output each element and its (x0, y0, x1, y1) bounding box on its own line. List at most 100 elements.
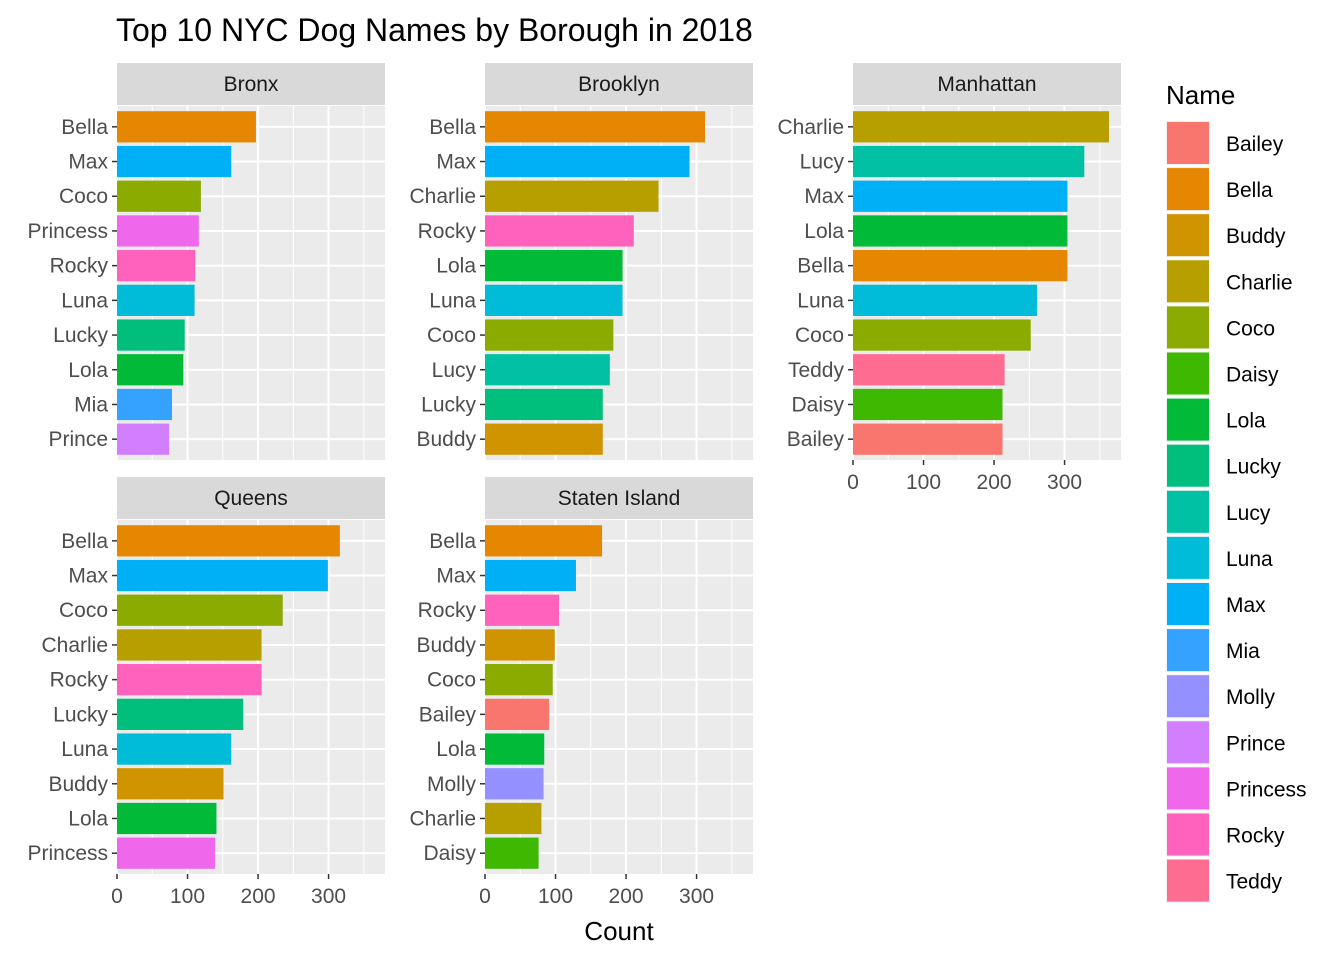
y-tick-label: Buddy (48, 773, 108, 796)
bar-bronx-bella (117, 111, 256, 143)
bar-brooklyn-luna (485, 284, 623, 316)
x-tick-label: 200 (977, 471, 1012, 494)
y-tick-label: Coco (59, 185, 108, 208)
y-tick-label: Rocky (418, 220, 477, 243)
legend-key-swatch (1167, 168, 1209, 211)
bar-brooklyn-lola (485, 250, 623, 282)
bar-bronx-mia (117, 388, 173, 421)
legend-label: Mia (1226, 640, 1260, 663)
y-tick-label: Lucky (53, 324, 108, 347)
facet-panel-queens: Bella Max Coco Charlie Rocky Lucky Luna Buddy Lo… (27, 477, 385, 908)
y-tick-label: Luna (429, 289, 476, 312)
y-tick-label: Charlie (409, 185, 476, 208)
bar-staten-island-rocky (485, 594, 560, 626)
legend: Name Bailey Bella Buddy Charlie Coco Daisy Lol… (1166, 80, 1307, 903)
y-tick-label: Coco (427, 324, 476, 347)
legend-label: Daisy (1226, 364, 1279, 387)
y-tick-label: Rocky (50, 669, 109, 692)
y-tick-label: Max (68, 565, 108, 588)
bar-staten-island-bella (485, 525, 603, 557)
x-tick-label: 0 (479, 885, 491, 908)
y-tick-label: Bella (797, 255, 844, 278)
strip-background (117, 477, 385, 519)
x-tick-label: 0 (111, 885, 123, 908)
legend-label: Lucky (1226, 456, 1281, 479)
bar-brooklyn-lucy (485, 354, 610, 386)
bar-queens-buddy (117, 768, 224, 800)
legend-item-princess: Princess (1166, 766, 1307, 811)
y-tick-label: Coco (795, 324, 844, 347)
legend-label: Molly (1226, 686, 1276, 709)
legend-label: Lucy (1226, 502, 1271, 525)
y-tick-label: Lucy (800, 151, 845, 174)
y-tick-label: Max (436, 151, 476, 174)
bar-manhattan-lola (853, 215, 1068, 247)
legend-key-swatch (1167, 122, 1209, 164)
facet-panels: Bella Max Coco Princess Rocky Luna Lucky Lola Mi… (27, 63, 1121, 908)
y-tick-label: Bella (429, 530, 476, 553)
y-tick-label: Coco (59, 599, 108, 622)
bar-queens-coco (117, 594, 283, 626)
bar-manhattan-bella (853, 250, 1068, 282)
bar-brooklyn-max (485, 145, 690, 178)
y-tick-label: Charlie (777, 116, 844, 139)
y-tick-label: Bella (61, 530, 108, 553)
legend-key-swatch (1167, 859, 1209, 902)
legend-key-swatch (1167, 629, 1209, 672)
bar-brooklyn-bella (485, 111, 706, 143)
legend-key-swatch (1167, 352, 1209, 395)
facet-panel-brooklyn: Bella Max Charlie Rocky Lola Luna Coco Lucy Luck… (409, 63, 753, 460)
bar-bronx-prince (117, 423, 170, 455)
y-tick-label: Rocky (418, 599, 477, 622)
strip-label: Queens (214, 487, 288, 510)
bar-manhattan-luna (853, 284, 1038, 316)
strip-background (853, 63, 1121, 105)
y-tick-label: Lucky (421, 393, 476, 416)
y-tick-label: Lola (804, 220, 844, 243)
legend-items: Bailey Bella Buddy Charlie Coco Daisy Lola Luck… (1166, 121, 1307, 903)
y-tick-label: Bailey (787, 428, 845, 451)
legend-item-charlie: Charlie (1166, 259, 1293, 304)
y-tick-label: Max (804, 185, 844, 208)
x-tick-label: 300 (311, 885, 346, 908)
y-tick-label: Charlie (41, 634, 108, 657)
y-tick-label: Molly (427, 773, 477, 796)
legend-item-teddy: Teddy (1166, 858, 1283, 903)
strip-label: Staten Island (558, 487, 681, 510)
legend-label: Rocky (1226, 825, 1285, 848)
x-axis-title: Count (584, 916, 654, 946)
legend-item-molly: Molly (1166, 674, 1276, 719)
legend-label: Bella (1226, 179, 1273, 202)
strip-label: Bronx (224, 73, 279, 96)
y-tick-label: Lucy (432, 359, 477, 382)
bar-bronx-lola (117, 354, 184, 386)
legend-label: Teddy (1226, 871, 1283, 894)
legend-label: Luna (1226, 548, 1273, 571)
legend-item-rocky: Rocky (1166, 812, 1285, 857)
y-tick-label: Luna (61, 738, 108, 761)
x-tick-label: 100 (538, 885, 573, 908)
bar-queens-rocky (117, 664, 262, 696)
legend-key-swatch (1167, 214, 1209, 257)
y-tick-label: Buddy (416, 634, 476, 657)
legend-key-swatch (1167, 721, 1209, 764)
bar-staten-island-buddy (485, 629, 555, 661)
bar-staten-island-molly (485, 768, 544, 800)
bar-queens-lola (117, 802, 217, 835)
y-tick-label: Bella (61, 116, 108, 139)
y-tick-label: Bailey (419, 703, 477, 726)
legend-key-swatch (1167, 398, 1209, 441)
bar-manhattan-max (853, 180, 1068, 212)
legend-label: Max (1226, 594, 1266, 617)
x-tick-label: 100 (170, 885, 205, 908)
legend-item-max: Max (1166, 582, 1266, 626)
legend-label: Princess (1226, 778, 1307, 801)
legend-key-swatch (1167, 675, 1209, 718)
bar-manhattan-daisy (853, 388, 1003, 421)
y-tick-label: Max (68, 151, 108, 174)
y-tick-label: Prince (48, 428, 108, 451)
bar-staten-island-charlie (485, 802, 542, 835)
legend-key-swatch (1167, 583, 1209, 625)
bar-queens-max (117, 559, 328, 592)
y-tick-label: Lola (68, 807, 108, 830)
